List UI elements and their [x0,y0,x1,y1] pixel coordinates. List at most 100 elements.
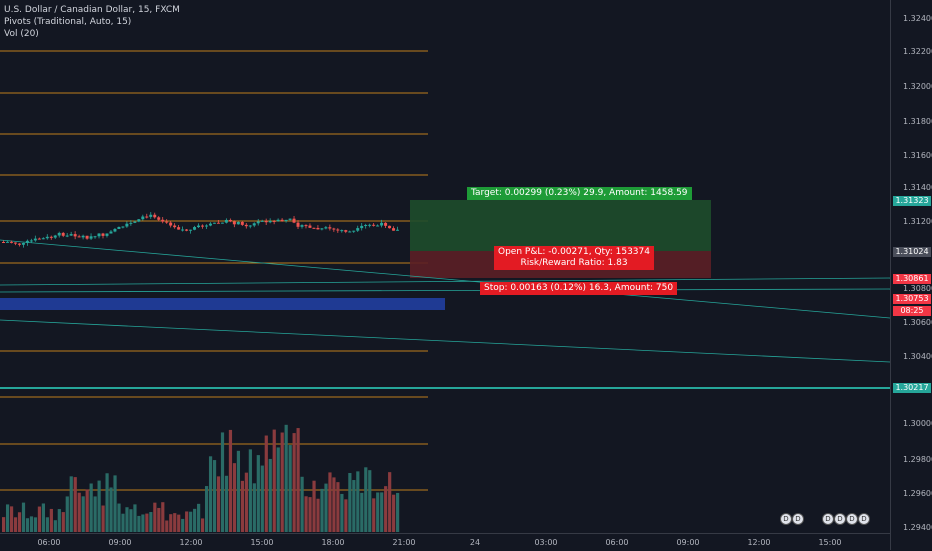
volume-indicator[interactable]: Vol (20) [4,29,39,39]
pnl-label: Open P&L: -0.00271, Qty: 153374 Risk/Rew… [494,246,654,270]
candle-body [324,227,328,229]
candle-body [69,234,73,236]
price-tick: 1.31400 [903,183,932,192]
time-tick: 12:00 [747,538,771,547]
demand-zone[interactable] [0,298,445,310]
candle-body [45,236,49,239]
candle-body [13,242,17,244]
candle-body [185,229,189,231]
volume-bar [145,513,149,532]
volume-bar [177,514,181,532]
candle-body [189,229,193,231]
candle-body [336,229,340,231]
candle-body [89,236,93,239]
candle-body [181,229,185,231]
candle-body [145,216,149,218]
candle-body [113,229,117,232]
stop-label: Stop: 0.00163 (0.12%) 16.3, Amount: 750 [480,282,678,295]
trend-lines[interactable] [0,239,890,363]
candle-body [5,241,9,243]
economic-event-icon[interactable]: D [822,513,834,525]
price-tick: 1.29400 [903,523,932,532]
time-tick: 06:00 [605,538,629,547]
candle-body [201,225,204,227]
economic-event-icon[interactable]: D [792,513,804,525]
candle-body [236,221,240,225]
candle-body [252,223,256,226]
price-axis[interactable]: 1.32400 1.32200 1.32000 1.31800 1.31600 … [890,0,932,550]
candle-body [356,228,360,231]
candle-body [304,225,308,227]
volume-bar [121,513,125,532]
candle-body [157,217,161,220]
volume-bar [332,477,336,532]
candle-body [340,230,344,232]
candle-body [376,225,380,227]
candle-body [300,225,304,227]
volume-bar [264,435,268,532]
pivots-indicator[interactable]: Pivots (Traditional, Auto, 15) [4,17,132,27]
volume-bar [85,489,89,532]
candle-body [204,225,208,227]
volume-bar [396,492,400,532]
candle-body [61,232,65,236]
economic-event-icon[interactable]: D [780,513,792,525]
volume-bar [352,480,356,532]
candle-body [193,227,197,230]
volume-bar [185,511,189,532]
volume-bar [105,473,109,532]
volume-bar [228,429,233,532]
candle-body [153,214,157,218]
support-price-badge: 1.30217 [893,383,931,393]
volume-bar [157,507,161,532]
volume-bar [232,463,237,532]
candle-body [396,229,400,231]
volume-bar [296,428,300,532]
candle-body [109,231,113,234]
economic-event-icon[interactable]: D [858,513,870,525]
volume-bar [109,487,113,532]
candle-body [248,225,252,227]
price-tick: 1.31200 [903,217,932,226]
candle-body [256,221,260,224]
candle-body [77,236,81,238]
candle-body [129,222,133,224]
price-tick: 1.30400 [903,352,932,361]
candle-body [212,222,216,224]
candle-body [93,236,97,238]
price-tick: 1.30600 [903,318,932,327]
volume-bar [101,505,105,532]
candle-body [332,228,336,230]
volume-bar [49,508,53,532]
volume-bar [165,520,169,532]
volume-bar [392,494,396,532]
candle-body [2,242,5,243]
candle-body [228,219,232,222]
volume-bar [268,458,272,532]
time-tick: 03:00 [534,538,558,547]
symbol-title[interactable]: U.S. Dollar / Canadian Dollar, 15, FXCM [4,5,180,15]
volume-bar [169,514,173,532]
candle-body [244,224,248,227]
time-axis[interactable]: 06:00 09:00 12:00 15:00 18:00 21:00 24 0… [0,533,890,551]
candle-body [316,227,320,230]
volume-bar [89,483,93,532]
volume-bar [117,503,121,532]
target-price-badge: 1.31323 [893,196,931,206]
volume-bar [388,472,392,532]
volume-bar [129,509,133,532]
volume-bar [300,476,304,532]
candle-body [161,219,165,222]
economic-event-icon[interactable]: D [834,513,846,525]
volume-bar [197,503,201,532]
volume-bar [81,496,85,532]
profit-zone[interactable] [410,200,711,251]
candle-body [364,225,368,227]
candle-body [280,219,284,222]
time-tick: 21:00 [392,538,416,547]
price-chart[interactable] [0,0,890,533]
candle-body [288,218,292,220]
economic-event-icon[interactable]: D [846,513,858,525]
candle-body [388,225,392,229]
candle-body [117,226,121,230]
